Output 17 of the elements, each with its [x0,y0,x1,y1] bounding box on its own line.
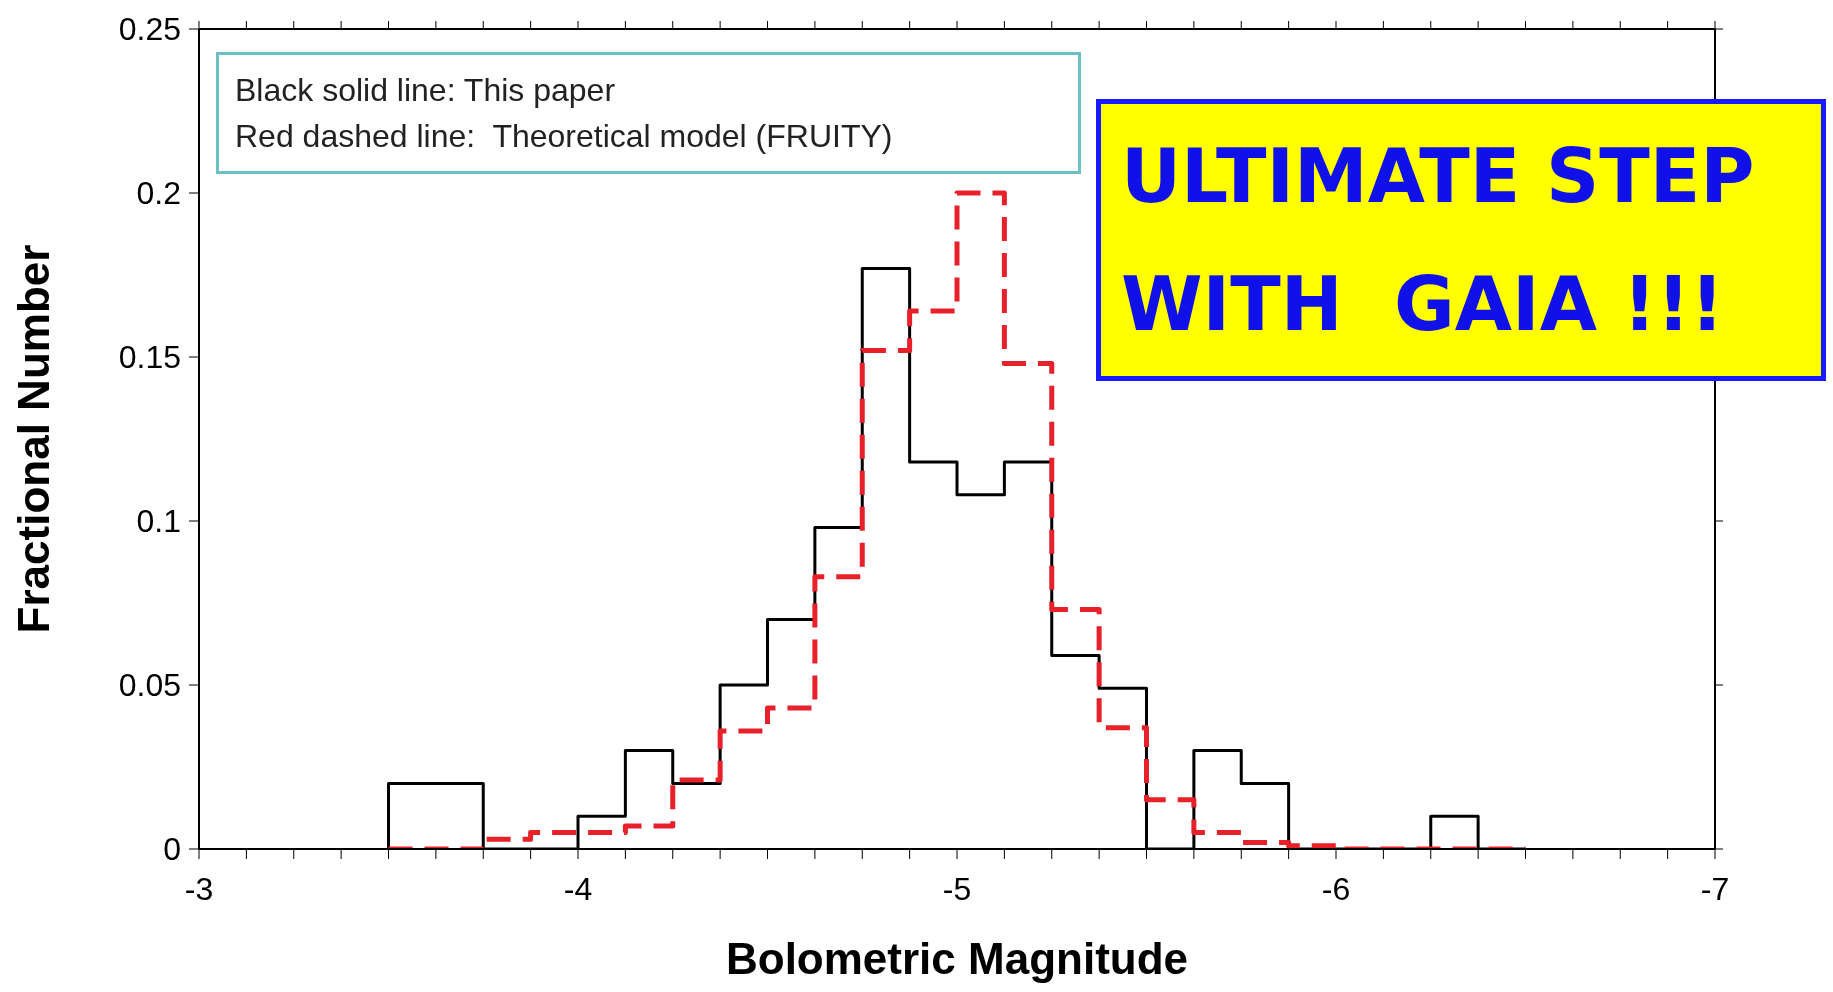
x-tick-label: -5 [942,870,972,907]
x-tick-label: -6 [1321,870,1351,907]
x-tick-label: -7 [1700,870,1730,907]
annotation: Black solid line: This paper [235,71,617,110]
y-axis-title: Fractional Number [8,244,58,634]
x-tick-label: -3 [184,870,214,907]
text-box: Black solid line: This paper Red dashed line: Theoretical model (FRUITY) [216,52,1081,174]
y-tick-label: 0.25 [118,11,181,48]
y-tick-label: 0.1 [136,503,181,540]
y-tick-label: 0 [163,831,181,868]
x-tick-label: -4 [563,870,593,907]
y-tick-label: 0.05 [118,667,181,704]
annotation: Red dashed line: Theoretical model (FRUITY) [235,117,894,156]
x-axis-title: Bolometric Magnitude [725,934,1189,983]
text-box: ULTIMATE STEP WITH GAIA !!! [1096,99,1826,381]
y-tick-label: 0.15 [118,339,181,376]
y-tick-label: 0.2 [136,175,181,212]
